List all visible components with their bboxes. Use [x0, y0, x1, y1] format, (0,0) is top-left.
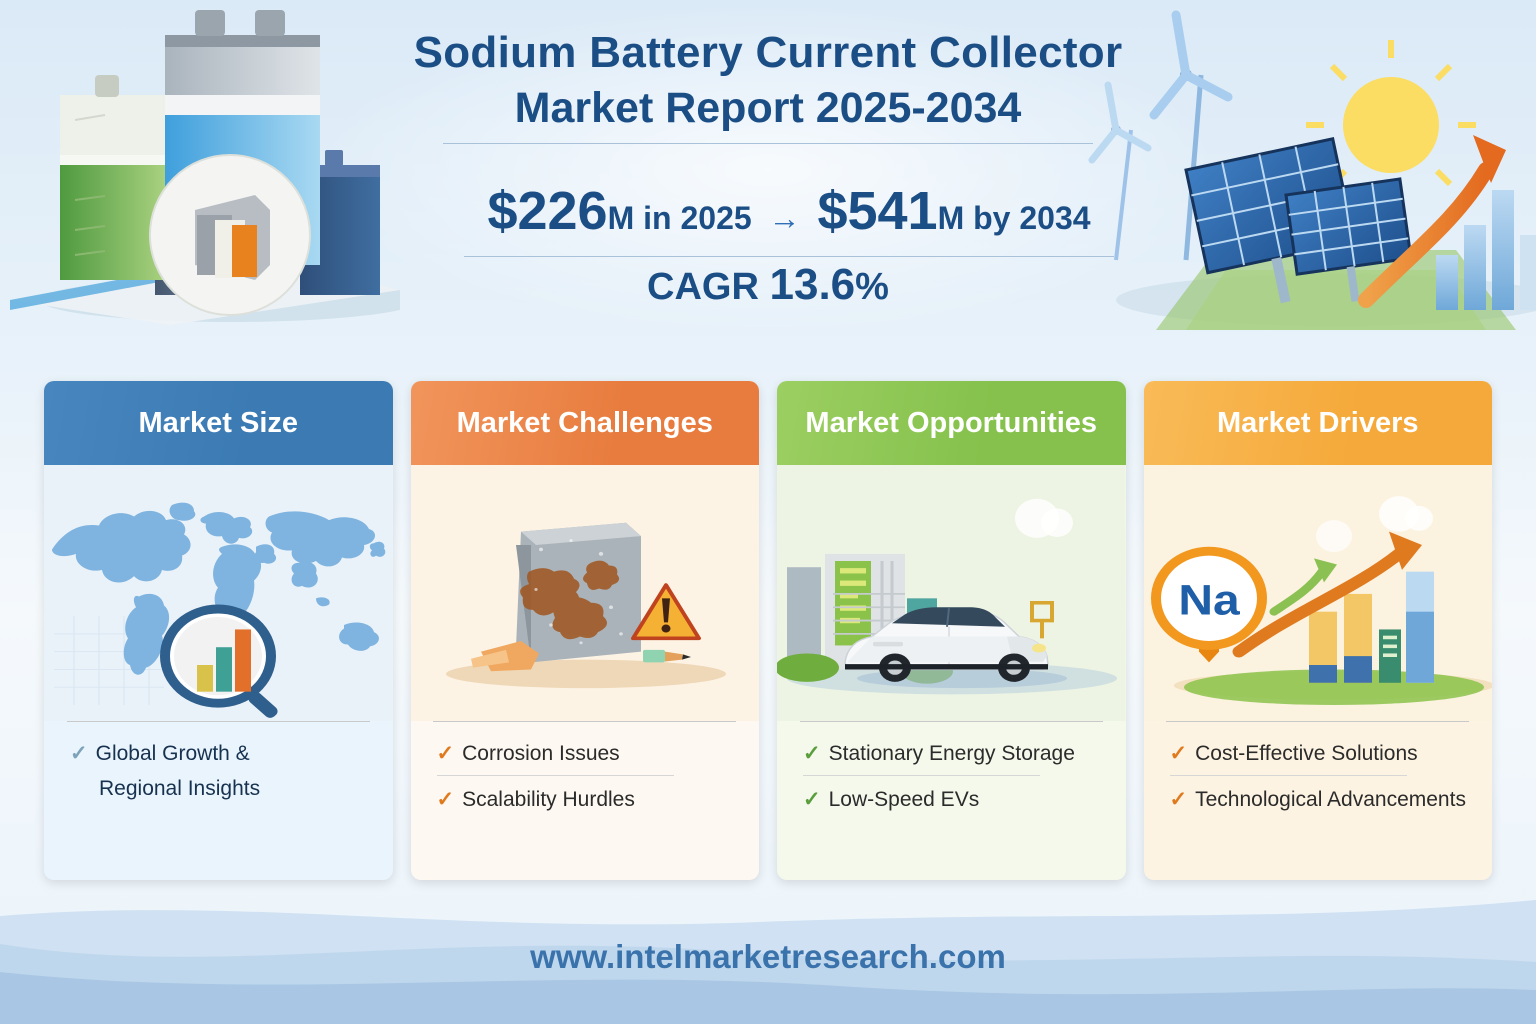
svg-text:Na: Na — [1178, 576, 1240, 624]
